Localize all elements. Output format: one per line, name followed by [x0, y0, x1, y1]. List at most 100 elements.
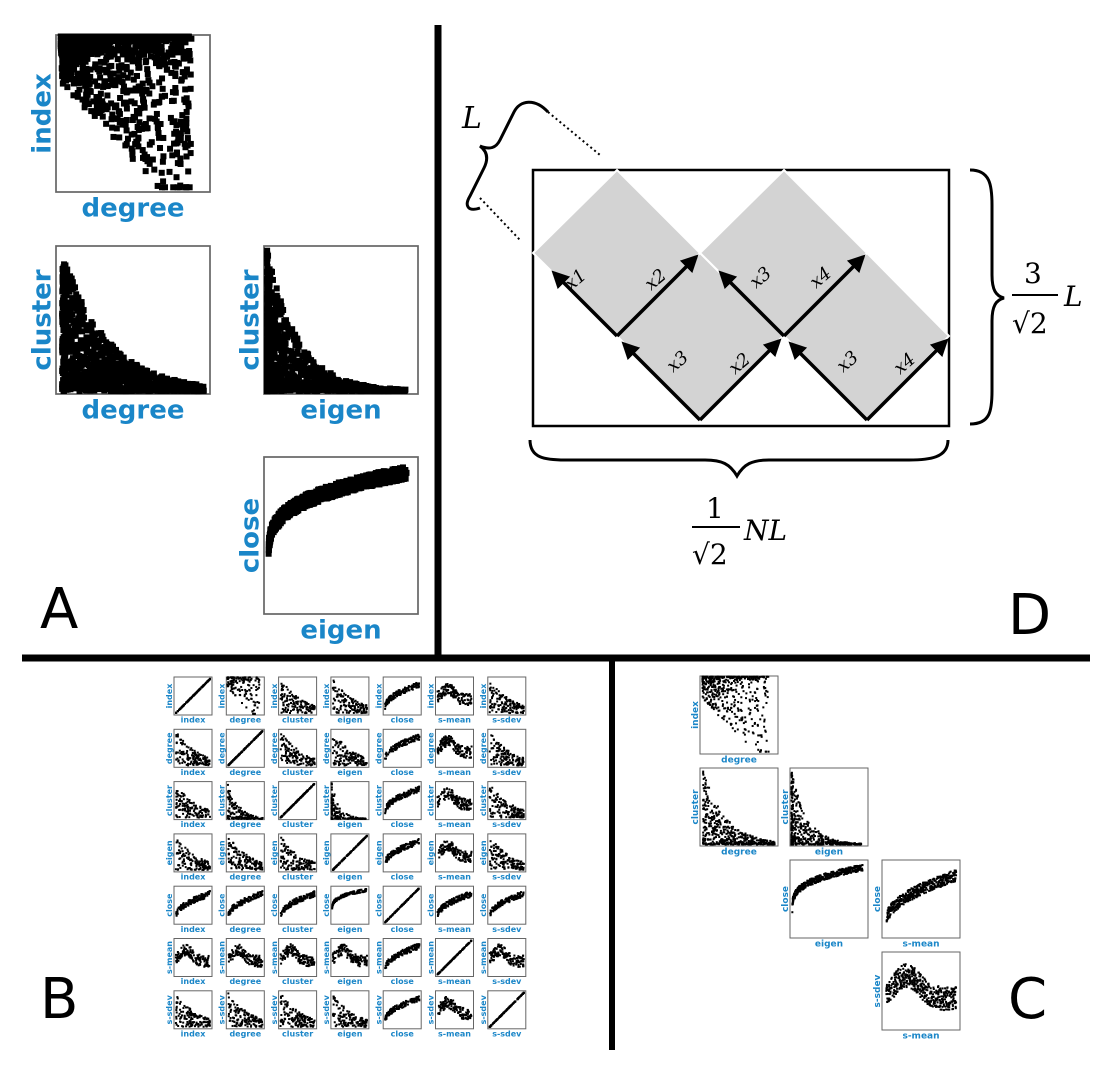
data-point: [509, 707, 512, 710]
data-point: [444, 686, 447, 689]
data-point: [137, 83, 144, 90]
data-point: [449, 686, 452, 689]
data-point: [389, 387, 396, 394]
data-point: [198, 762, 201, 765]
data-point: [196, 751, 199, 754]
data-point: [329, 381, 336, 388]
data-point: [177, 759, 180, 762]
data-point: [86, 41, 93, 48]
data-point: [67, 51, 74, 58]
data-point: [282, 704, 285, 707]
data-point: [112, 36, 119, 43]
data-point: [98, 377, 105, 384]
data-point: [91, 377, 98, 384]
data-point: [172, 73, 179, 80]
data-point: [153, 110, 160, 117]
data-point: [456, 691, 459, 694]
data-point: [521, 710, 524, 713]
data-point: [392, 695, 395, 698]
data-point: [418, 682, 421, 685]
data-point: [410, 688, 413, 691]
data-point: [252, 712, 255, 715]
data-point: [91, 112, 98, 119]
data-point: [370, 388, 377, 395]
data-point: [411, 684, 414, 687]
data-point: [438, 692, 441, 695]
data-point: [111, 50, 118, 57]
data-point: [291, 745, 294, 748]
data-point: [103, 37, 110, 44]
data-point: [311, 707, 314, 710]
data-point: [151, 99, 158, 106]
data-point: [265, 329, 272, 336]
b-index-s-sdev-points: [488, 682, 525, 715]
data-point: [289, 752, 292, 755]
data-point: [348, 701, 351, 704]
panel-letter-c: C: [1008, 967, 1047, 1032]
data-point: [132, 85, 139, 92]
data-point: [110, 70, 117, 77]
data-point: [114, 363, 121, 370]
data-point: [231, 680, 234, 683]
data-point: [102, 376, 109, 383]
data-point: [444, 693, 447, 696]
data-point: [84, 323, 91, 330]
data-point: [60, 386, 67, 393]
data-point: [167, 145, 174, 152]
data-point: [116, 67, 123, 74]
data-point: [293, 696, 296, 699]
data-point: [120, 72, 127, 79]
data-point: [193, 752, 196, 755]
data-point: [355, 703, 358, 706]
data-point: [265, 352, 272, 359]
data-point: [351, 699, 354, 702]
data-point: [203, 755, 206, 758]
data-point: [243, 676, 246, 679]
data-point: [68, 328, 75, 335]
data-point: [87, 339, 94, 346]
data-point: [171, 130, 178, 137]
data-point: [180, 49, 187, 56]
b-degree-index-points: [175, 733, 211, 767]
data-point: [181, 33, 188, 40]
data-point: [77, 57, 84, 64]
data-point: [281, 505, 288, 512]
data-point: [98, 47, 105, 54]
data-point: [282, 710, 285, 713]
data-point: [142, 374, 149, 381]
data-point: [469, 701, 472, 704]
data-point: [295, 759, 298, 762]
data-point: [351, 700, 354, 703]
data-point: [302, 762, 305, 765]
data-point: [243, 695, 246, 698]
data-point: [513, 703, 516, 706]
data-point: [407, 686, 410, 689]
data-point: [440, 694, 443, 697]
data-point: [200, 762, 203, 765]
data-point: [266, 281, 273, 288]
data-point: [464, 703, 467, 706]
data-point: [306, 761, 309, 764]
data-point: [291, 705, 294, 708]
data-point: [398, 692, 401, 695]
data-point: [125, 387, 132, 394]
data-point: [352, 708, 355, 711]
data-point: [292, 703, 295, 706]
data-point: [518, 704, 521, 707]
data-point: [89, 330, 96, 337]
data-point: [271, 350, 278, 357]
data-point: [114, 33, 121, 40]
data-point: [379, 386, 386, 393]
data-point: [285, 739, 288, 742]
data-point: [503, 696, 506, 699]
data-point: [299, 706, 302, 709]
data-point: [311, 374, 318, 381]
data-point: [234, 694, 237, 697]
data-point: [138, 379, 145, 386]
data-point: [176, 733, 179, 736]
data-point: [98, 335, 105, 342]
data-point: [450, 685, 453, 688]
data-point: [304, 379, 311, 386]
data-point: [282, 347, 289, 354]
data-point: [190, 761, 193, 764]
